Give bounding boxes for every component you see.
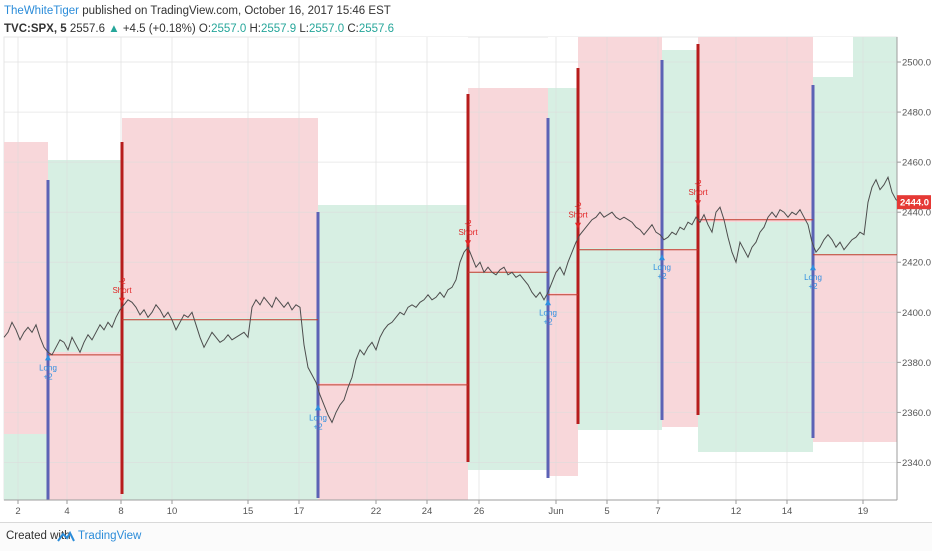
signal-zone-0 bbox=[4, 142, 48, 434]
author-link[interactable]: TheWhiteTiger bbox=[4, 5, 79, 17]
x-tick-label-13: 14 bbox=[782, 506, 793, 517]
signal-zone-4 bbox=[122, 118, 318, 318]
long-qty-label-3: +2 bbox=[657, 272, 667, 281]
signal-zone-9 bbox=[468, 272, 548, 470]
signal-zone-12 bbox=[578, 37, 662, 248]
low-label: L: bbox=[299, 23, 309, 35]
open-label: O: bbox=[198, 23, 212, 35]
short-label-1: Short bbox=[458, 228, 478, 237]
signal-zone-1 bbox=[4, 434, 48, 500]
x-tick-label-14: 19 bbox=[858, 506, 869, 517]
created-with-text: Created with bbox=[6, 530, 71, 542]
signal-zone-6 bbox=[318, 205, 468, 383]
up-arrow-icon: ▲ bbox=[108, 23, 120, 35]
long-arrow-icon bbox=[315, 404, 321, 411]
long-arrow-icon bbox=[45, 354, 51, 361]
signal-zone-3 bbox=[48, 352, 122, 500]
high-value: 2557.9 bbox=[260, 23, 297, 35]
y-tick-label-4: 2420.0 bbox=[902, 258, 931, 269]
long-qty-label-0: +2 bbox=[43, 372, 53, 381]
zone-gap-2 bbox=[448, 37, 468, 157]
publish-info: TheWhiteTiger published on TradingView.c… bbox=[4, 3, 924, 19]
x-tick-label-7: 24 bbox=[422, 506, 433, 517]
x-tick-label-0: 2 bbox=[15, 506, 20, 517]
short-label-2: Short bbox=[568, 211, 588, 220]
x-tick-label-12: 12 bbox=[731, 506, 742, 517]
long-label-0: Long bbox=[39, 363, 57, 372]
x-tick-label-9: Jun bbox=[548, 506, 563, 517]
y-axis-area bbox=[897, 37, 932, 500]
short-arrow-icon bbox=[465, 240, 471, 247]
chart-header: TheWhiteTiger published on TradingView.c… bbox=[4, 3, 924, 37]
x-tick-label-3: 10 bbox=[167, 506, 178, 517]
price-series-line bbox=[3, 175, 901, 424]
long-arrow-icon bbox=[545, 299, 551, 306]
y-tick-label-5: 2440.0 bbox=[902, 208, 931, 219]
short-arrow-icon bbox=[119, 297, 125, 304]
x-tick-label-11: 7 bbox=[655, 506, 660, 517]
long-label-1: Long bbox=[309, 413, 327, 422]
y-tick-label-7: 2480.0 bbox=[902, 108, 931, 119]
signal-zone-10 bbox=[548, 88, 578, 293]
short-qty-label-1: -2 bbox=[464, 219, 472, 228]
short-arrow-icon bbox=[695, 200, 701, 207]
close-label: C: bbox=[347, 23, 359, 35]
tradingview-link[interactable]: TradingView bbox=[78, 530, 142, 542]
long-label-3: Long bbox=[653, 263, 671, 272]
long-label-4: Long bbox=[804, 273, 822, 282]
short-qty-label-3: -2 bbox=[694, 179, 702, 188]
publish-date: published on TradingView.com, October 16… bbox=[79, 5, 391, 17]
long-arrow-icon bbox=[810, 264, 816, 271]
symbol-info: TVC:SPX, 5 2557.6 ▲ +4.5 (+0.18%) O:2557… bbox=[4, 21, 924, 37]
y-tick-label-1: 2360.0 bbox=[902, 408, 931, 419]
signal-zone-8 bbox=[468, 88, 548, 272]
signal-zone-16 bbox=[698, 37, 813, 222]
signal-zone-19 bbox=[813, 255, 897, 442]
long-arrow-icon bbox=[659, 254, 665, 261]
footer-bar: Created with TradingView bbox=[0, 522, 932, 551]
tradingview-logo-icon bbox=[57, 530, 75, 542]
x-tick-label-8: 26 bbox=[474, 506, 485, 517]
y-tick-label-0: 2340.0 bbox=[902, 458, 931, 469]
x-tick-label-5: 17 bbox=[294, 506, 305, 517]
short-arrow-icon bbox=[575, 222, 581, 229]
short-qty-label-0: -2 bbox=[118, 277, 126, 286]
signal-zone-11 bbox=[548, 293, 578, 476]
x-tick-label-6: 22 bbox=[371, 506, 382, 517]
y-tick-label-2: 2380.0 bbox=[902, 358, 931, 369]
x-tick-label-4: 15 bbox=[243, 506, 254, 517]
y-tick-label-8: 2500.0 bbox=[902, 58, 931, 69]
low-value: 2557.0 bbox=[308, 23, 345, 35]
last-price-badge bbox=[897, 195, 931, 210]
symbol-name: TVC:SPX, 5 bbox=[4, 23, 67, 35]
signal-zone-14 bbox=[662, 50, 698, 249]
last-price-badge-label: 2444.0 bbox=[900, 198, 929, 209]
signal-zone-13 bbox=[578, 248, 662, 430]
short-label-3: Short bbox=[688, 188, 708, 197]
short-qty-label-2: -2 bbox=[574, 202, 582, 211]
price-change: +4.5 (+0.18%) bbox=[122, 23, 196, 35]
open-value: 2557.0 bbox=[211, 23, 247, 35]
zone-gap-4 bbox=[813, 37, 853, 77]
long-qty-label-4: +2 bbox=[808, 282, 818, 291]
long-qty-label-1: +2 bbox=[313, 422, 323, 431]
signal-zone-17 bbox=[698, 222, 813, 452]
zone-gap-1 bbox=[388, 37, 448, 177]
price-chart[interactable]: 2340.0 2360.0 2380.0 2400.0 2420.0 2440.0 2460… bbox=[0, 0, 932, 522]
high-label: H: bbox=[249, 23, 261, 35]
long-qty-label-2: +2 bbox=[543, 317, 553, 326]
signal-zone-7 bbox=[318, 383, 468, 500]
signal-zone-5 bbox=[122, 318, 318, 500]
signal-zone-15 bbox=[662, 249, 698, 427]
last-price: 2557.6 bbox=[69, 23, 106, 35]
long-label-2: Long bbox=[539, 308, 557, 317]
close-value: 2557.6 bbox=[358, 23, 395, 35]
x-tick-label-2: 8 bbox=[118, 506, 123, 517]
x-tick-label-1: 4 bbox=[64, 506, 69, 517]
x-tick-label-10: 5 bbox=[604, 506, 609, 517]
y-tick-label-6: 2460.0 bbox=[902, 158, 931, 169]
signal-zone-2 bbox=[48, 160, 122, 352]
y-tick-label-3: 2400.0 bbox=[902, 308, 931, 319]
short-label-0: Short bbox=[112, 286, 132, 295]
